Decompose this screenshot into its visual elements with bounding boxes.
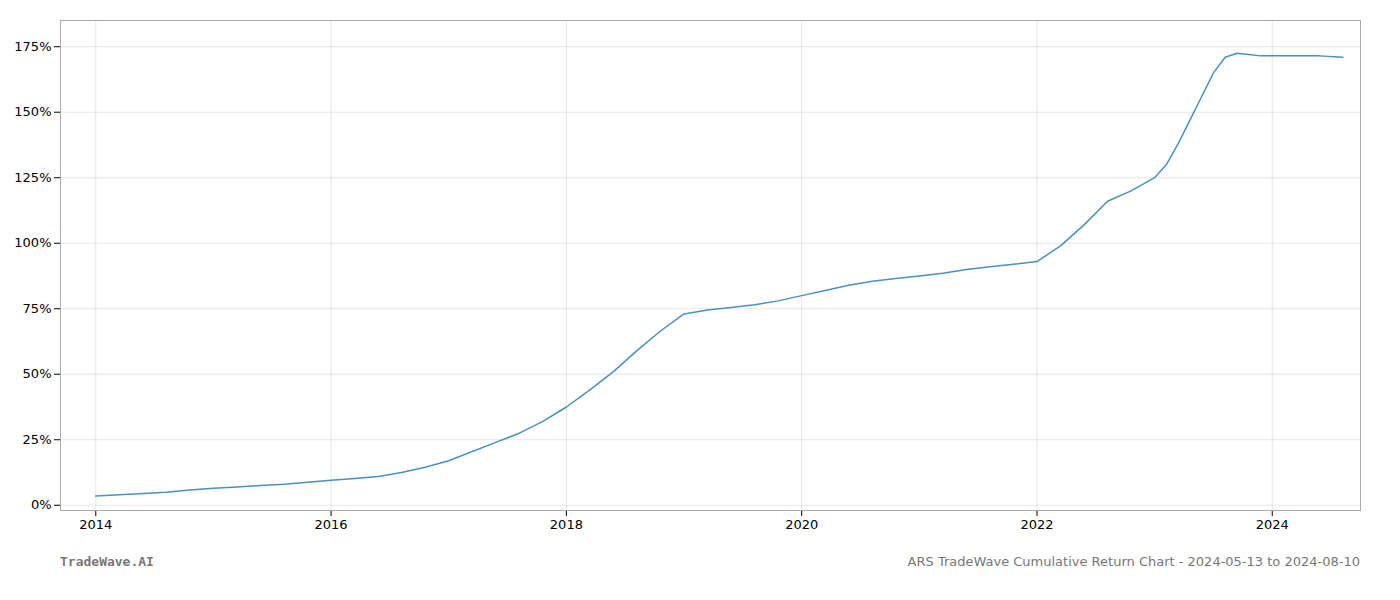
svg-text:2018: 2018 (550, 517, 583, 532)
svg-text:175%: 175% (14, 39, 51, 54)
svg-text:75%: 75% (23, 301, 52, 316)
svg-text:150%: 150% (14, 104, 51, 119)
html-text:TradeWave.AI: TradeWave.AI (60, 554, 154, 569)
svg-text:2020: 2020 (785, 517, 818, 532)
svg-text:2022: 2022 (1020, 517, 1053, 532)
svg-text:0%: 0% (31, 497, 52, 512)
svg-text:2024: 2024 (1256, 517, 1289, 532)
svg-text:100%: 100% (14, 235, 51, 250)
svg-text:2016: 2016 (315, 517, 348, 532)
svg-text:2014: 2014 (79, 517, 112, 532)
svg-text:50%: 50% (23, 366, 52, 381)
html-text:ARS TradeWave Cumulative Retur: ARS TradeWave Cumulative Return Chart - … (907, 554, 1360, 569)
svg-text:125%: 125% (14, 170, 51, 185)
svg-text:25%: 25% (23, 432, 52, 447)
